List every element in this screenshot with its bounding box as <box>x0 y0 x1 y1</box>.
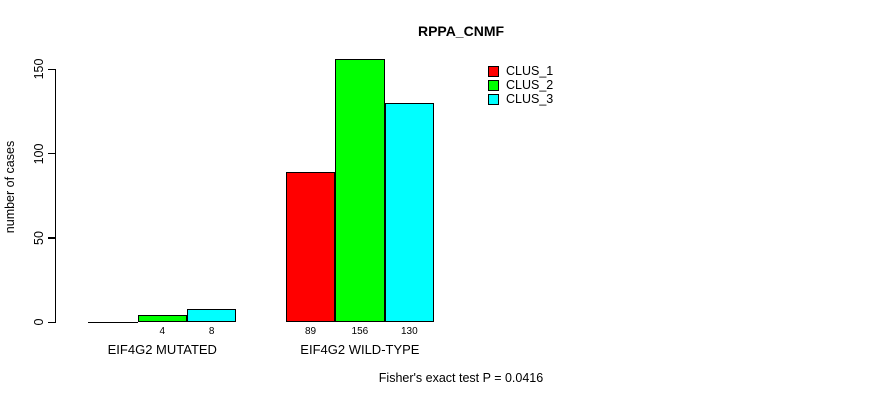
legend-item: CLUS_2 <box>488 78 553 92</box>
bar-value-label: 4 <box>159 326 166 337</box>
legend: CLUS_1 CLUS_2 CLUS_3 <box>488 64 553 106</box>
bar-clus_3-group1 <box>187 309 237 322</box>
bar-clus_2-group2 <box>335 59 385 322</box>
y-tick-mark <box>48 68 56 71</box>
legend-swatch-icon <box>488 79 499 91</box>
category-label: EIF4G2 WILD-TYPE <box>300 342 420 357</box>
legend-item: CLUS_1 <box>488 64 553 78</box>
legend-label: CLUS_3 <box>506 92 554 106</box>
y-tick-mark <box>48 153 56 155</box>
legend-label: CLUS_1 <box>506 64 554 78</box>
y-tick-mark <box>48 237 56 239</box>
bar-clus_1-group1 <box>88 322 138 323</box>
bar-value-label: 89 <box>304 326 317 337</box>
y-tick-label: 0 <box>32 318 46 326</box>
y-axis <box>55 69 57 323</box>
legend-swatch-icon <box>488 93 499 105</box>
chart-title: RPPA_CNMF <box>417 23 505 39</box>
legend-item: CLUS_3 <box>488 92 553 106</box>
bar-value-label: 156 <box>351 326 369 337</box>
y-axis-label: number of cases <box>3 140 17 234</box>
y-tick-label: 100 <box>32 143 46 164</box>
y-tick-label: 50 <box>32 230 46 245</box>
bar-clus_2-group1 <box>137 315 187 322</box>
bar-value-label: 8 <box>208 326 215 337</box>
bar-clus_3-group2 <box>384 103 434 322</box>
category-label: EIF4G2 MUTATED <box>107 342 217 357</box>
bar-clus_1-group2 <box>285 172 336 322</box>
legend-label: CLUS_2 <box>506 78 554 92</box>
legend-swatch-icon <box>488 65 499 77</box>
y-tick-mark <box>48 321 56 323</box>
annotation-text: Fisher's exact test P = 0.0416 <box>378 371 544 385</box>
y-tick-label: 150 <box>32 58 46 80</box>
bar-value-label: 130 <box>400 326 418 337</box>
